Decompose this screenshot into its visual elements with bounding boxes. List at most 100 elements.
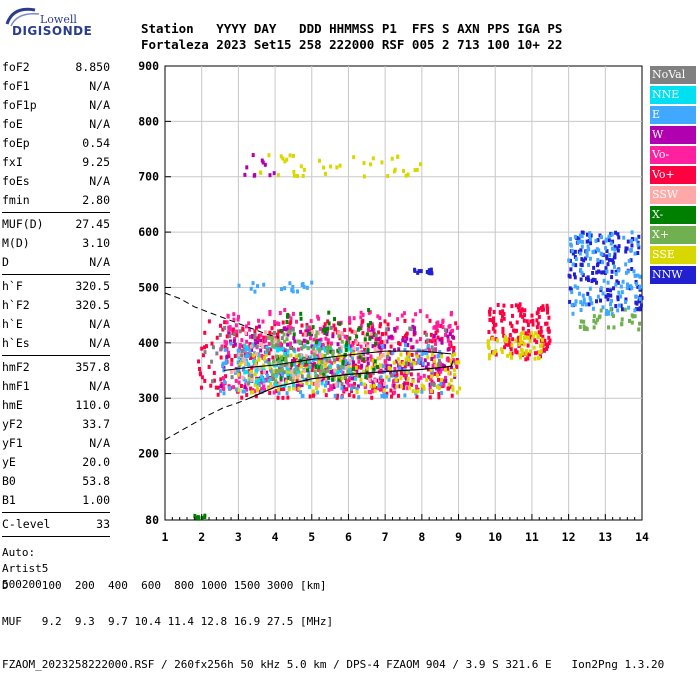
echo-point [493, 329, 497, 334]
echo-point [331, 332, 335, 337]
echo-point [426, 367, 430, 372]
param-row: yE 20.0 [2, 453, 110, 472]
echo-point [488, 307, 492, 312]
echo-point [406, 376, 410, 381]
echo-point [368, 374, 372, 379]
echo-point [637, 307, 641, 312]
echo-point [283, 339, 287, 344]
echo-point [209, 383, 213, 388]
echo-point [251, 353, 255, 358]
echo-point [500, 318, 504, 323]
echo-point [614, 304, 618, 309]
echo-point [612, 264, 616, 269]
echo-point [382, 388, 386, 393]
echo-point [324, 327, 328, 332]
echo-point [607, 325, 611, 330]
echo-point [227, 354, 231, 359]
echo-point [638, 274, 642, 279]
echo-point [630, 313, 634, 318]
echo-point [262, 379, 266, 384]
header-row-labels: Station YYYY DAY DDD HHMMSS P1 FFS S AXN… [141, 21, 563, 36]
echo-point [374, 337, 378, 342]
echo-point [238, 329, 242, 334]
echo-point [271, 355, 275, 360]
echo-point [292, 169, 296, 174]
echo-point [431, 336, 435, 341]
echo-point [320, 359, 324, 364]
echo-point [288, 281, 292, 286]
echo-point [322, 346, 326, 351]
echo-point [384, 368, 388, 373]
echo-point [501, 309, 505, 314]
echo-point [405, 355, 409, 360]
echo-point [226, 313, 230, 318]
echo-point [339, 369, 343, 374]
echo-point [236, 317, 240, 322]
echo-point [257, 333, 261, 338]
echo-point [625, 286, 629, 291]
echo-point [337, 365, 341, 370]
echo-point [289, 367, 293, 372]
echo-point [279, 355, 283, 360]
echo-point [418, 337, 422, 342]
echo-point [438, 349, 442, 354]
echo-point [296, 366, 300, 371]
echo-point [264, 352, 268, 357]
echo-point [329, 341, 333, 346]
echo-point [288, 376, 292, 381]
echo-point [268, 312, 272, 317]
header-row-values: Fortaleza 2023 Set15 258 222000 RSF 005 … [141, 37, 563, 52]
echo-point [254, 359, 258, 364]
echo-point [251, 153, 255, 158]
echo-point [584, 302, 588, 307]
echo-point [610, 258, 614, 263]
echo-point [389, 388, 393, 393]
echo-point [279, 370, 283, 375]
echo-point [241, 357, 245, 362]
echo-point [391, 350, 395, 355]
echo-point [502, 316, 506, 321]
echo-point [253, 382, 257, 387]
echo-point [387, 356, 391, 361]
echo-point [258, 366, 262, 371]
echo-point [419, 375, 423, 380]
echo-point [288, 321, 292, 326]
echo-point [308, 394, 312, 399]
echo-point [389, 373, 393, 378]
echo-point [322, 376, 326, 381]
echo-point [595, 280, 599, 285]
echo-point [383, 340, 387, 345]
echo-point [385, 327, 389, 332]
echo-point [602, 270, 606, 275]
echo-point [394, 377, 398, 382]
echo-point [285, 319, 289, 324]
echo-point [307, 374, 311, 379]
echo-point [318, 365, 322, 370]
echo-point [336, 370, 340, 375]
echo-point [595, 270, 599, 275]
echo-point [257, 378, 261, 383]
echo-point [537, 314, 541, 319]
x-tick-label: 7 [382, 530, 389, 544]
echo-point [487, 345, 491, 350]
echo-point [303, 369, 307, 374]
echo-point [359, 310, 363, 315]
param-value: N/A [89, 336, 110, 350]
echo-point [528, 349, 532, 354]
echo-point [225, 354, 229, 359]
echo-point [546, 307, 550, 312]
echo-point [304, 354, 308, 359]
echo-point [537, 307, 541, 312]
echo-point [286, 332, 290, 337]
echo-point [372, 328, 376, 333]
echo-point [579, 300, 583, 305]
echo-point [530, 313, 534, 318]
echo-point [538, 332, 542, 337]
echo-point [614, 272, 618, 277]
echo-point [336, 380, 340, 385]
echo-point [401, 335, 405, 340]
echo-point [580, 257, 584, 262]
echo-point [229, 327, 233, 332]
echo-point [405, 350, 409, 355]
echo-point [591, 306, 595, 311]
